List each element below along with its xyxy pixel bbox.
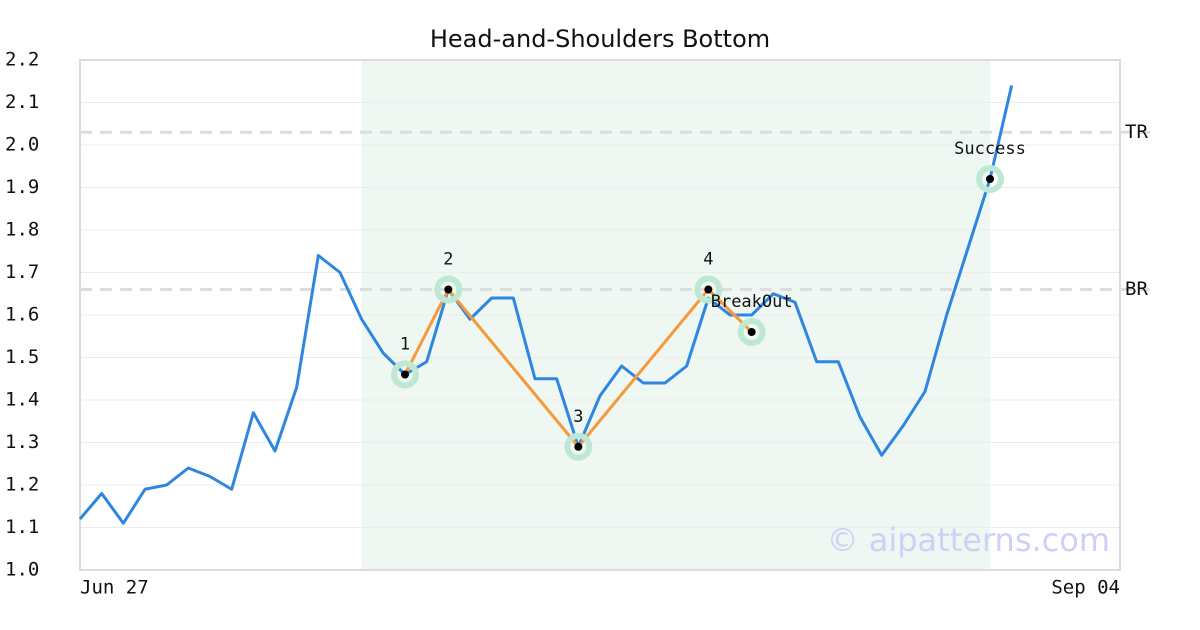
- pattern-point-halo: [434, 275, 463, 304]
- y-tick-label: 2.2: [5, 49, 39, 71]
- pattern-point-halo: [694, 275, 723, 304]
- y-tick-label: 1.2: [5, 474, 39, 496]
- pattern-point-label: 3: [573, 407, 583, 427]
- plot-frame: [79, 59, 1121, 571]
- watermark: © aipatterns.com: [827, 521, 1110, 559]
- breakout-point-halo: [737, 318, 766, 346]
- pattern-point-halo: [564, 432, 593, 461]
- breakout-point-label: BreakOut: [711, 292, 793, 312]
- success-point-label: Success: [954, 139, 1026, 159]
- y-tick-label: 1.8: [5, 219, 39, 241]
- y-tick-label: 2.0: [5, 134, 39, 156]
- x-tick-label: Jun 27: [80, 577, 149, 599]
- y-tick-label: 2.1: [5, 91, 39, 113]
- price-line: [78, 85, 1014, 525]
- y-tick-label: 1.7: [5, 261, 39, 283]
- pattern-point-label: 2: [443, 250, 453, 270]
- level-label: TR: [1125, 121, 1148, 143]
- y-tick-label: 1.1: [5, 516, 39, 538]
- pattern-point: [444, 285, 453, 294]
- y-tick-label: 1.6: [5, 304, 39, 326]
- pattern-point: [574, 442, 583, 451]
- chart-title: Head-and-Shoulders Bottom: [430, 25, 770, 53]
- success-point-halo: [976, 165, 1004, 193]
- y-tick-label: 1.3: [5, 431, 39, 453]
- pattern-point-halo: [391, 360, 419, 389]
- pattern-point: [401, 370, 409, 379]
- y-tick-label: 1.0: [5, 559, 39, 581]
- breakout-point: [747, 328, 756, 336]
- success-point: [986, 175, 994, 183]
- level-label: BR: [1125, 278, 1148, 300]
- pattern-point-label: 4: [703, 250, 713, 270]
- x-tick-label: Sep 04: [1051, 577, 1120, 599]
- y-tick-label: 1.4: [5, 389, 39, 411]
- pattern-point: [704, 285, 713, 294]
- pattern-point-label: 1: [400, 335, 410, 355]
- y-tick-label: 1.9: [5, 176, 39, 198]
- y-tick-label: 1.5: [5, 346, 39, 368]
